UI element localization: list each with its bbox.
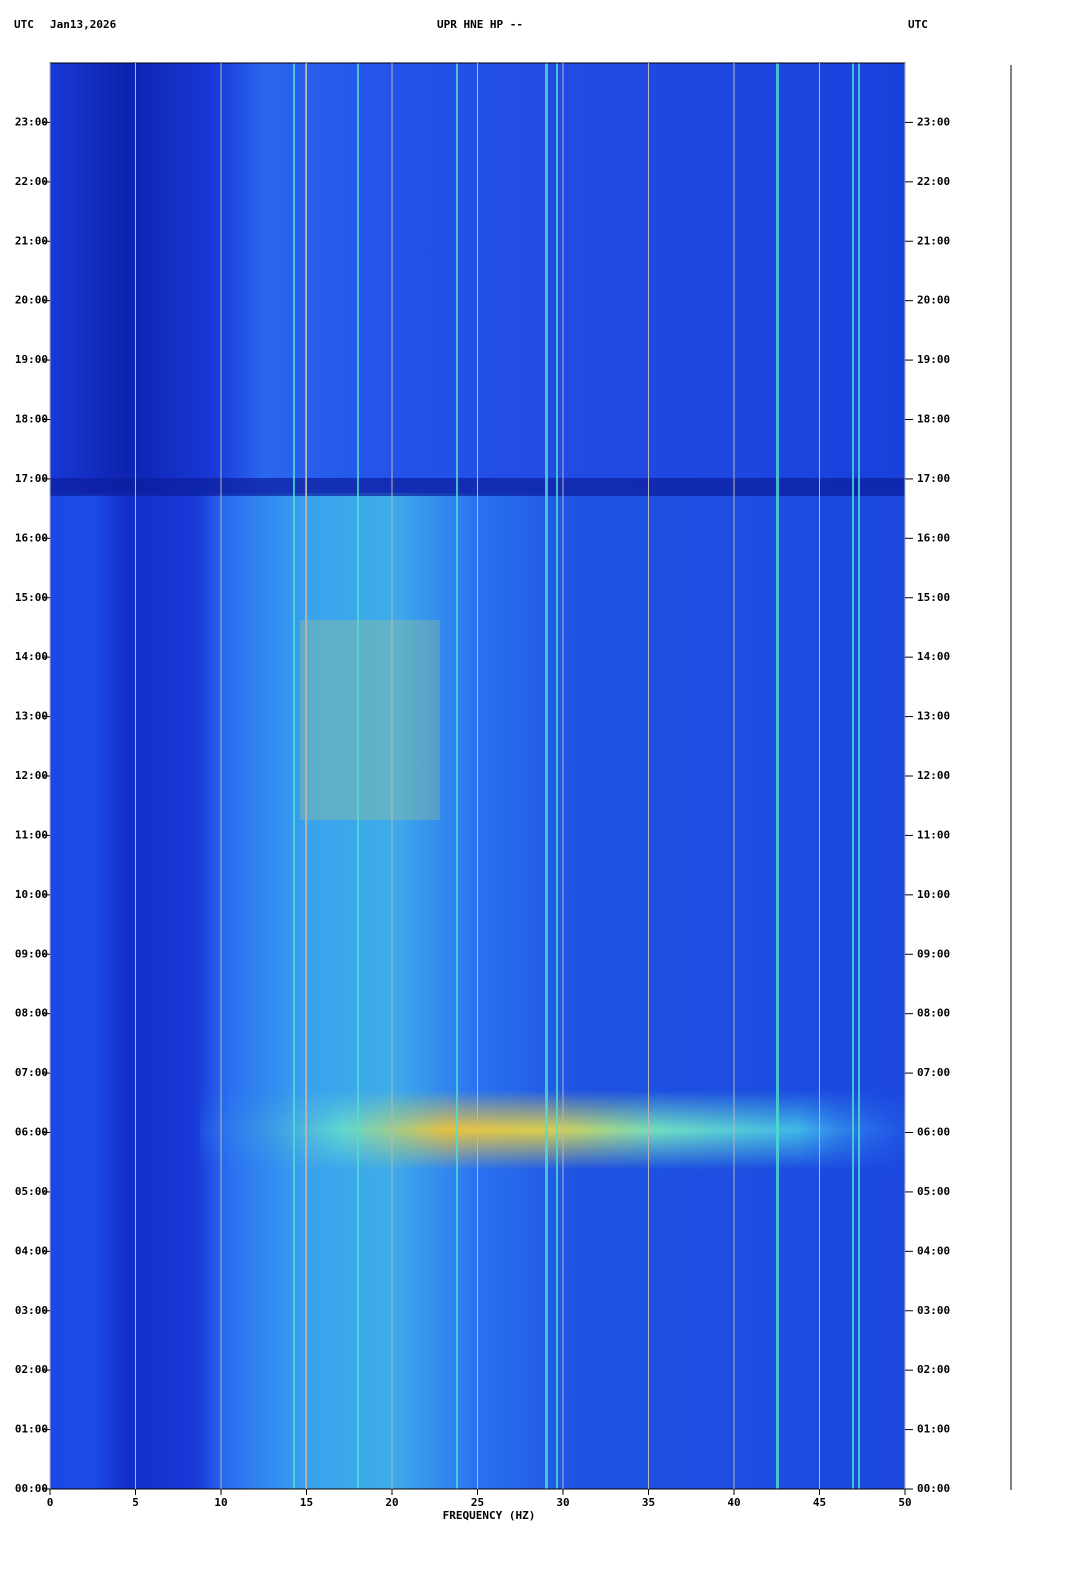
x-tick-label: 15	[300, 1496, 313, 1509]
y-tick-label: 01:00	[15, 1423, 48, 1436]
y-tick-label: 19:00	[15, 353, 48, 366]
y-tick-label: 10:00	[917, 888, 950, 901]
x-tick-label: 45	[813, 1496, 826, 1509]
x-axis-label: FREQUENCY (HZ)	[443, 1509, 536, 1522]
y-tick-label: 16:00	[15, 531, 48, 544]
y-tick-label: 10:00	[15, 888, 48, 901]
y-tick-label: 19:00	[917, 353, 950, 366]
y-tick-label: 18:00	[917, 413, 950, 426]
y-tick-label: 11:00	[917, 828, 950, 841]
y-tick-label: 13:00	[917, 710, 950, 723]
y-tick-label: 06:00	[917, 1126, 950, 1139]
y-tick-label: 14:00	[15, 650, 48, 663]
x-tick-label: 35	[642, 1496, 655, 1509]
x-tick-label: 40	[727, 1496, 740, 1509]
y-tick-label: 22:00	[15, 175, 48, 188]
y-tick-label: 03:00	[15, 1304, 48, 1317]
y-tick-label: 08:00	[15, 1007, 48, 1020]
y-tick-label: 05:00	[917, 1185, 950, 1198]
time-zone-label: UTC	[14, 18, 34, 31]
y-tick-label: 20:00	[15, 294, 48, 307]
y-tick-label: 12:00	[917, 769, 950, 782]
y-tick-label: 05:00	[15, 1185, 48, 1198]
y-tick-label: 01:00	[917, 1423, 950, 1436]
y-tick-label: 08:00	[917, 1007, 950, 1020]
y-tick-label: 04:00	[15, 1244, 48, 1257]
y-tick-label: 21:00	[15, 234, 48, 247]
time-zone-label: UTC	[908, 18, 928, 31]
y-tick-label: 15:00	[917, 591, 950, 604]
x-tick-label: 10	[214, 1496, 227, 1509]
y-tick-label: 20:00	[917, 294, 950, 307]
y-tick-label: 00:00	[15, 1482, 48, 1495]
chart-title: UPR HNE HP --	[437, 18, 523, 31]
y-tick-label: 07:00	[15, 1066, 48, 1079]
y-tick-label: 07:00	[917, 1066, 950, 1079]
date-label: Jan13,2026	[50, 18, 117, 31]
y-tick-label: 16:00	[917, 531, 950, 544]
x-tick-label: 0	[47, 1496, 54, 1509]
x-tick-label: 25	[471, 1496, 484, 1509]
y-tick-label: 23:00	[917, 115, 950, 128]
y-tick-label: 18:00	[15, 413, 48, 426]
y-tick-label: 12:00	[15, 769, 48, 782]
y-tick-label: 23:00	[15, 115, 48, 128]
y-tick-label: 09:00	[917, 947, 950, 960]
y-tick-label: 21:00	[917, 234, 950, 247]
y-tick-label: 17:00	[917, 472, 950, 485]
y-tick-label: 22:00	[917, 175, 950, 188]
y-tick-label: 17:00	[15, 472, 48, 485]
y-tick-label: 00:00	[917, 1482, 950, 1495]
y-tick-label: 09:00	[15, 947, 48, 960]
y-tick-label: 06:00	[15, 1126, 48, 1139]
y-tick-label: 11:00	[15, 828, 48, 841]
y-tick-label: 02:00	[917, 1363, 950, 1376]
x-tick-label: 30	[556, 1496, 569, 1509]
y-tick-label: 14:00	[917, 650, 950, 663]
y-tick-label: 04:00	[917, 1244, 950, 1257]
y-tick-label: 15:00	[15, 591, 48, 604]
y-tick-label: 13:00	[15, 710, 48, 723]
y-tick-label: 03:00	[917, 1304, 950, 1317]
x-tick-label: 20	[385, 1496, 398, 1509]
x-tick-label: 5	[132, 1496, 139, 1509]
y-tick-label: 02:00	[15, 1363, 48, 1376]
x-tick-label: 50	[898, 1496, 911, 1509]
